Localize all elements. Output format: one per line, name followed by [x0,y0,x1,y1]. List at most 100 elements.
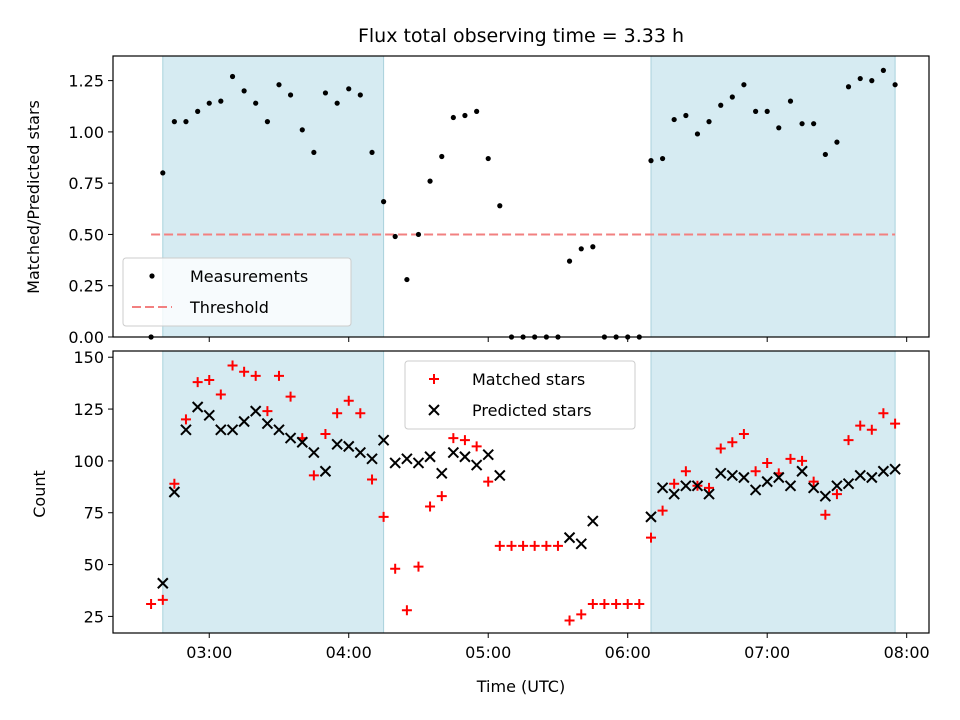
count-y-tick-label: 75 [84,504,104,523]
matched-star-point [250,370,261,381]
matched-star-point [715,443,726,454]
matched-star-point [669,478,680,489]
predicted-star-point [470,459,483,471]
matched-star-point [169,478,180,489]
predicted-star-point [261,417,274,430]
predicted-star-point [191,401,204,413]
matched-star-point [471,441,482,452]
matched-star-point [285,391,296,402]
predicted-star-point [494,469,506,482]
count-y-tick-label: 150 [73,348,104,367]
matched-star-point [750,466,761,477]
predicted-star-point [296,436,308,448]
ratio-y-tick-label: 1.00 [68,123,104,142]
predicted-star-point [656,482,669,494]
matched-star-point [890,418,901,429]
predicted-star-point [482,448,494,461]
predicted-star-point [738,471,750,484]
predicted-star-point [447,446,460,459]
matched-star-point [367,474,378,485]
measurement-point [776,125,782,131]
measurement-point [578,246,584,252]
x-tick-label: 05:00 [465,643,511,662]
x-tick-label: 03:00 [186,643,232,662]
matched-star-point [378,511,389,522]
predicted-star-point [761,475,773,488]
measurement-point [683,112,689,119]
measurement-point [450,114,456,121]
matched-star-point [401,605,412,616]
predicted-star-point [866,471,878,484]
matched-star-point [157,594,168,605]
matched-star-point [506,540,517,551]
measurement-point [729,94,735,100]
predicted-star-point [807,482,820,494]
matched-star-point [866,424,877,435]
matched-star-point [320,428,331,439]
predicted-star-point [308,446,320,459]
matched-star-point [587,598,598,609]
measurement-point [718,102,724,108]
measurement-point [171,119,177,125]
count-panel: 25 50 75 100 125 150 03:00 04:00 05:00 06:00 07:00… [73,348,929,662]
predicted-star-point [389,457,401,469]
measurement-point [276,82,282,88]
predicted-star-point [668,488,680,500]
predicted-star-point [796,465,808,477]
matched-star-point [332,408,343,419]
predicted-star-point [436,467,448,480]
measurement-point [404,276,410,283]
predicted-star-point [366,453,378,465]
predicted-star-point [819,490,832,502]
count-y-tick-label: 50 [84,556,104,575]
measurement-point [845,84,852,90]
measurement-point [648,158,654,164]
matched-star-point [820,509,831,520]
predicted-star-point [331,438,343,451]
measurement-point [892,82,898,88]
measurement-point [706,119,712,125]
measurement-point [427,178,433,184]
count-y-tick-label: 25 [84,607,104,626]
count-y-axis-label: Count [30,470,49,518]
predicted-star-point [831,480,843,492]
predicted-star-point [703,488,715,500]
predicted-star-point [749,484,762,496]
measurement-point [322,90,329,96]
measurement-point [241,88,247,94]
measurement-point [381,199,387,205]
count-shaded-interval [650,350,896,634]
matched-star-point [204,375,215,386]
measurement-point [253,100,259,106]
matched-star-point [273,370,284,381]
predicted-star-point [238,415,250,428]
matched-star-point [785,453,796,464]
legend-measurements-marker [149,273,155,279]
matched-star-point [762,457,773,468]
measurement-point [880,67,886,73]
legend-matched-label: Matched stars [472,370,585,389]
measurement-point [462,112,468,119]
predicted-star-point [319,465,332,477]
matched-star-point [436,491,447,502]
matched-star-point [599,598,610,609]
predicted-star-point [226,424,239,436]
measurement-point [392,233,398,240]
predicted-star-point [180,424,192,436]
matched-star-point [680,466,691,477]
measurement-point [787,98,794,104]
measurement-point [357,92,363,98]
legend-predicted-label: Predicted stars [472,401,592,420]
measurement-point [753,108,759,114]
measurement-point [671,116,677,123]
matched-star-point [180,414,191,425]
x-tick-label: 07:00 [744,643,790,662]
matched-star-point [657,505,668,516]
predicted-star-point [284,432,297,444]
matched-star-point [227,360,238,371]
matched-star-point [413,561,424,572]
measurement-point [346,86,352,92]
measurement-point [415,231,422,238]
measurement-point [799,121,805,127]
